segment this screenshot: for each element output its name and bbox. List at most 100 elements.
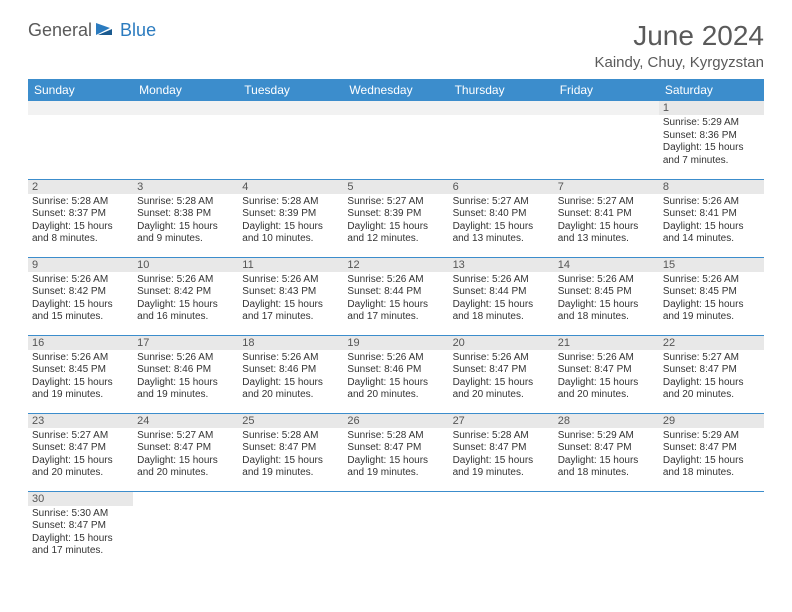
daylight-line: Daylight: 15 hours and 20 minutes. (347, 377, 444, 402)
daylight-line: Daylight: 15 hours and 17 minutes. (32, 533, 129, 558)
calendar-day-cell: 2Sunrise: 5:28 AMSunset: 8:37 PMDaylight… (28, 179, 133, 257)
daylight-line: Daylight: 15 hours and 19 minutes. (137, 377, 234, 402)
sunset-line: Sunset: 8:47 PM (453, 364, 550, 377)
day-number: 18 (238, 336, 343, 350)
day-details: Sunrise: 5:29 AMSunset: 8:47 PMDaylight:… (659, 428, 764, 484)
weekday-header: Sunday (28, 79, 133, 101)
day-number: 16 (28, 336, 133, 350)
day-number-bar (449, 492, 554, 506)
sunrise-line: Sunrise: 5:26 AM (32, 274, 129, 287)
weekday-header: Friday (554, 79, 659, 101)
sunrise-line: Sunrise: 5:29 AM (663, 117, 760, 130)
weekday-header: Tuesday (238, 79, 343, 101)
weekday-header: Thursday (449, 79, 554, 101)
calendar-empty-cell (449, 101, 554, 179)
sunrise-line: Sunrise: 5:27 AM (32, 430, 129, 443)
calendar-day-cell: 3Sunrise: 5:28 AMSunset: 8:38 PMDaylight… (133, 179, 238, 257)
calendar-day-cell: 17Sunrise: 5:26 AMSunset: 8:46 PMDayligh… (133, 335, 238, 413)
day-number: 7 (554, 180, 659, 194)
title-block: June 2024 Kaindy, Chuy, Kyrgyzstan (594, 20, 764, 71)
day-number-bar (133, 101, 238, 115)
day-number-bar (449, 101, 554, 115)
daylight-line: Daylight: 15 hours and 13 minutes. (558, 221, 655, 246)
day-number: 8 (659, 180, 764, 194)
calendar-day-cell: 8 Sunrise: 5:26 AMSunset: 8:41 PMDaylight… (659, 179, 764, 257)
sunrise-line: Sunrise: 5:28 AM (347, 430, 444, 443)
logo-blue-text: Blue (120, 20, 156, 41)
day-details: Sunrise: 5:27 AMSunset: 8:40 PMDaylight:… (449, 194, 554, 250)
day-details: Sunrise: 5:26 AMSunset: 8:42 PMDaylight:… (133, 272, 238, 328)
day-number: 21 (554, 336, 659, 350)
day-number: 11 (238, 258, 343, 272)
day-details: Sunrise: 5:28 AMSunset: 8:47 PMDaylight:… (238, 428, 343, 484)
day-details: Sunrise: 5:29 AMSunset: 8:36 PMDaylight:… (659, 115, 764, 171)
sunset-line: Sunset: 8:45 PM (663, 286, 760, 299)
day-details: Sunrise: 5:28 AMSunset: 8:47 PMDaylight:… (343, 428, 448, 484)
day-details: Sunrise: 5:26 AMSunset: 8:47 PMDaylight:… (554, 350, 659, 406)
sunrise-line: Sunrise: 5:26 AM (32, 352, 129, 365)
daylight-line: Daylight: 15 hours and 12 minutes. (347, 221, 444, 246)
calendar-day-cell: 10Sunrise: 5:26 AMSunset: 8:42 PMDayligh… (133, 257, 238, 335)
sunrise-line: Sunrise: 5:27 AM (137, 430, 234, 443)
calendar-empty-cell (238, 491, 343, 569)
sunrise-line: Sunrise: 5:26 AM (347, 352, 444, 365)
weekday-header: Wednesday (343, 79, 448, 101)
sunrise-line: Sunrise: 5:30 AM (32, 508, 129, 521)
daylight-line: Daylight: 15 hours and 17 minutes. (347, 299, 444, 324)
daylight-line: Daylight: 15 hours and 19 minutes. (242, 455, 339, 480)
daylight-line: Daylight: 15 hours and 20 minutes. (558, 377, 655, 402)
calendar-day-cell: 20Sunrise: 5:26 AMSunset: 8:47 PMDayligh… (449, 335, 554, 413)
day-details: Sunrise: 5:28 AMSunset: 8:39 PMDaylight:… (238, 194, 343, 250)
sunrise-line: Sunrise: 5:26 AM (347, 274, 444, 287)
sunset-line: Sunset: 8:36 PM (663, 130, 760, 143)
day-number-bar (238, 492, 343, 506)
day-number: 14 (554, 258, 659, 272)
calendar-day-cell: 25Sunrise: 5:28 AMSunset: 8:47 PMDayligh… (238, 413, 343, 491)
day-number: 30 (28, 492, 133, 506)
day-details: Sunrise: 5:26 AMSunset: 8:44 PMDaylight:… (449, 272, 554, 328)
sunrise-line: Sunrise: 5:26 AM (137, 274, 234, 287)
sunrise-line: Sunrise: 5:26 AM (453, 274, 550, 287)
calendar-day-cell: 21Sunrise: 5:26 AMSunset: 8:47 PMDayligh… (554, 335, 659, 413)
calendar-day-cell: 24Sunrise: 5:27 AMSunset: 8:47 PMDayligh… (133, 413, 238, 491)
day-number: 4 (238, 180, 343, 194)
logo: General Blue (28, 20, 156, 41)
sunset-line: Sunset: 8:42 PM (32, 286, 129, 299)
calendar-empty-cell (238, 101, 343, 179)
sunrise-line: Sunrise: 5:29 AM (558, 430, 655, 443)
sunset-line: Sunset: 8:41 PM (663, 208, 760, 221)
sunset-line: Sunset: 8:47 PM (137, 442, 234, 455)
calendar-empty-cell (449, 491, 554, 569)
sunrise-line: Sunrise: 5:28 AM (453, 430, 550, 443)
sunrise-line: Sunrise: 5:27 AM (347, 196, 444, 209)
weekday-header: Saturday (659, 79, 764, 101)
sunset-line: Sunset: 8:47 PM (347, 442, 444, 455)
calendar-week-row: 2Sunrise: 5:28 AMSunset: 8:37 PMDaylight… (28, 179, 764, 257)
daylight-line: Daylight: 15 hours and 15 minutes. (32, 299, 129, 324)
sunrise-line: Sunrise: 5:26 AM (663, 274, 760, 287)
daylight-line: Daylight: 15 hours and 10 minutes. (242, 221, 339, 246)
day-number: 12 (343, 258, 448, 272)
calendar-empty-cell (659, 491, 764, 569)
daylight-line: Daylight: 15 hours and 16 minutes. (137, 299, 234, 324)
sunrise-line: Sunrise: 5:26 AM (242, 352, 339, 365)
day-number-bar (133, 492, 238, 506)
location-text: Kaindy, Chuy, Kyrgyzstan (594, 54, 764, 71)
day-number: 22 (659, 336, 764, 350)
sunrise-line: Sunrise: 5:26 AM (558, 274, 655, 287)
calendar-day-cell: 1Sunrise: 5:29 AMSunset: 8:36 PMDaylight… (659, 101, 764, 179)
daylight-line: Daylight: 15 hours and 14 minutes. (663, 221, 760, 246)
day-number-bar (554, 492, 659, 506)
daylight-line: Daylight: 15 hours and 17 minutes. (242, 299, 339, 324)
day-number: 3 (133, 180, 238, 194)
sunrise-line: Sunrise: 5:26 AM (663, 196, 760, 209)
sunset-line: Sunset: 8:44 PM (347, 286, 444, 299)
day-details: Sunrise: 5:27 AMSunset: 8:47 PMDaylight:… (659, 350, 764, 406)
calendar-header-row: SundayMondayTuesdayWednesdayThursdayFrid… (28, 79, 764, 101)
day-number: 6 (449, 180, 554, 194)
daylight-line: Daylight: 15 hours and 19 minutes. (453, 455, 550, 480)
sunrise-line: Sunrise: 5:26 AM (242, 274, 339, 287)
sunset-line: Sunset: 8:47 PM (558, 364, 655, 377)
sunset-line: Sunset: 8:45 PM (558, 286, 655, 299)
daylight-line: Daylight: 15 hours and 18 minutes. (663, 455, 760, 480)
